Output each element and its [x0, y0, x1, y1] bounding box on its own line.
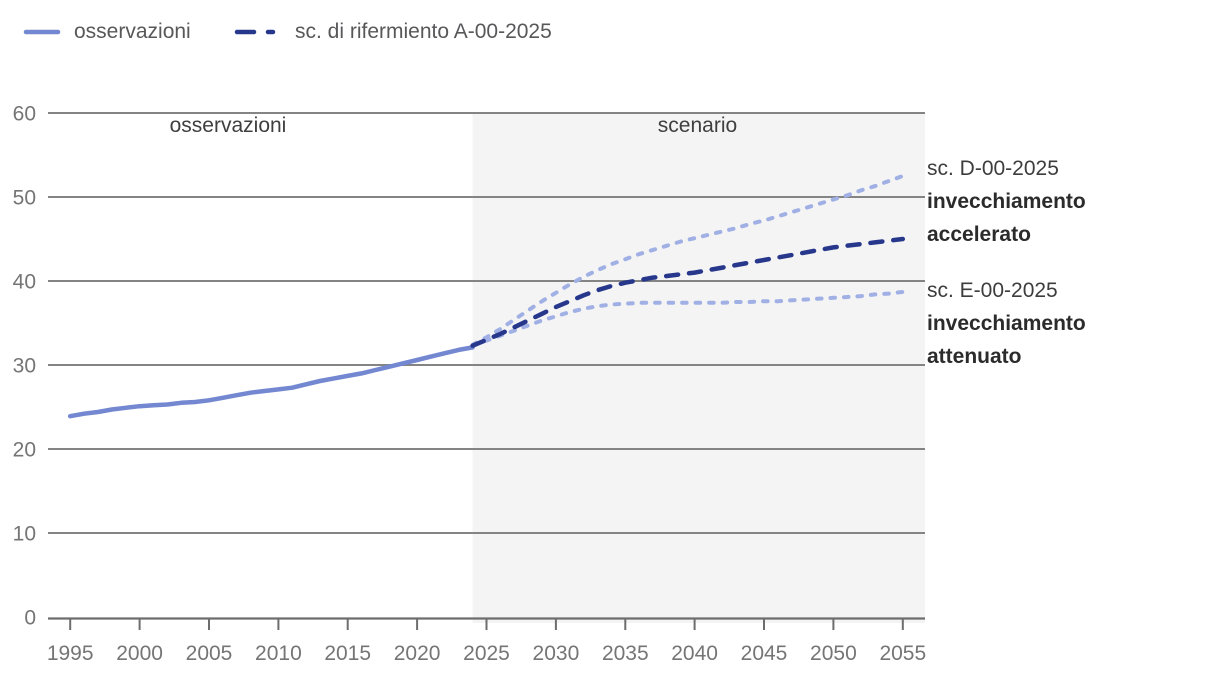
y-tick-label: 60 [13, 103, 36, 126]
legend-label: sc. di rifermiento A-00-2025 [295, 20, 552, 43]
series-line-sc-e-00-2025-invecchiamento-attenuato [470, 289, 905, 348]
annotation-line: attenuato [927, 345, 1022, 368]
annotation-scenario-e: sc. E-00-2025 invecchiamento attenuato [927, 274, 1086, 373]
annotation-scenario-d: sc. D-00-2025 invecchiamento accelerato [927, 152, 1086, 251]
legend-item-osservazioni: osservazioni [23, 19, 191, 45]
x-tick-label: 2055 [879, 642, 926, 665]
x-tick-label: 1995 [47, 642, 94, 665]
annotation-title: sc. E-00-2025 [927, 279, 1058, 302]
region-label-osservazioni: osservazioni [169, 114, 287, 137]
annotation-line: accelerato [927, 223, 1031, 246]
x-tick-label: 2045 [741, 642, 788, 665]
y-tick-label: 50 [13, 187, 36, 210]
annotation-line: invecchiamento [927, 190, 1086, 213]
x-tick-label: 2005 [186, 642, 233, 665]
y-tick-label: 40 [13, 271, 36, 294]
x-tick-label: 2040 [671, 642, 718, 665]
y-tick-label: 10 [13, 523, 36, 546]
x-tick-label: 2030 [533, 642, 580, 665]
series-line-sc-d-00-2025-invecchiamento-accelerato [470, 174, 905, 347]
y-tick-label: 30 [13, 355, 36, 378]
legend-item-riferimento: sc. di rifermiento A-00-2025 [234, 19, 552, 45]
scenario-region-shade [472, 114, 925, 623]
x-tick-label: 2050 [810, 642, 857, 665]
series-line-osservazioni [67, 345, 475, 419]
y-tick-label: 0 [24, 607, 36, 630]
annotation-title: sc. D-00-2025 [927, 157, 1059, 180]
legend-label: osservazioni [74, 20, 191, 43]
x-tick-label: 2035 [602, 642, 649, 665]
annotation-line: invecchiamento [927, 312, 1086, 335]
y-tick-label: 20 [13, 439, 36, 462]
solid-line-swatch-icon [23, 29, 61, 35]
x-tick-label: 2015 [324, 642, 371, 665]
x-tick-label: 2000 [116, 642, 163, 665]
x-tick-label: 2010 [255, 642, 302, 665]
dashed-line-swatch-icon [234, 29, 282, 35]
region-label-scenario: scenario [657, 114, 738, 137]
x-tick-label: 2025 [463, 642, 510, 665]
x-tick-label: 2020 [394, 642, 441, 665]
series-line-sc-di-rifermiento-a-00-2025 [470, 236, 906, 348]
